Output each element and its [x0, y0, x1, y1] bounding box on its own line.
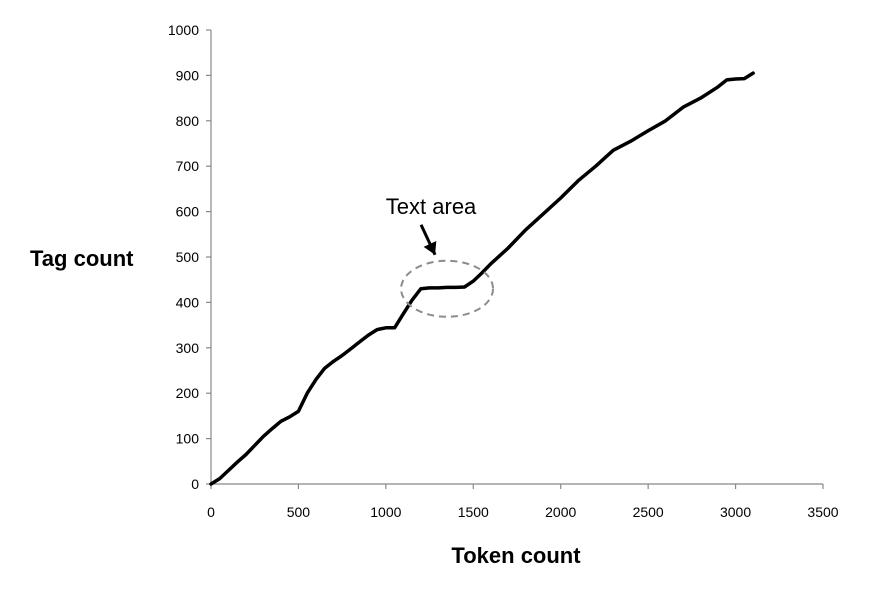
- y-tick-label: 500: [176, 249, 200, 265]
- annotation-ellipse: [400, 259, 495, 318]
- y-axis-title: Tag count: [30, 246, 134, 271]
- x-axis-title: Token count: [451, 543, 581, 568]
- x-tick-label: 1000: [370, 504, 401, 520]
- y-tick-label: 900: [176, 67, 200, 83]
- x-tick-label: 3000: [720, 504, 751, 520]
- x-tick-label: 2500: [633, 504, 664, 520]
- y-tick-label: 700: [176, 158, 200, 174]
- x-tick-label: 500: [287, 504, 311, 520]
- y-tick-label: 800: [176, 113, 200, 129]
- y-tick-label: 300: [176, 340, 200, 356]
- x-axis: 0 500 1000 1500 2000 2500 3000 3500: [207, 483, 839, 520]
- x-tick-label: 1500: [458, 504, 489, 520]
- x-tick-label: 2000: [545, 504, 576, 520]
- x-tick-label: 0: [207, 504, 215, 520]
- series-layer: [209, 71, 755, 486]
- y-tick-label: 100: [176, 431, 200, 447]
- y-tick-label: 200: [176, 385, 200, 401]
- annotation-label: Text area: [386, 194, 477, 219]
- y-tick-label: 400: [176, 294, 200, 310]
- y-axis: 0 100 200 300 400 500 600 700 800 900 1000: [168, 22, 212, 492]
- series-line: [209, 71, 755, 486]
- annotation-layer: Text area: [386, 194, 495, 318]
- x-tick-label: 3500: [807, 504, 838, 520]
- y-tick-label: 1000: [168, 22, 199, 38]
- annotation-arrow-head: [423, 240, 437, 255]
- y-tick-label: 0: [191, 476, 199, 492]
- y-tick-label: 600: [176, 204, 200, 220]
